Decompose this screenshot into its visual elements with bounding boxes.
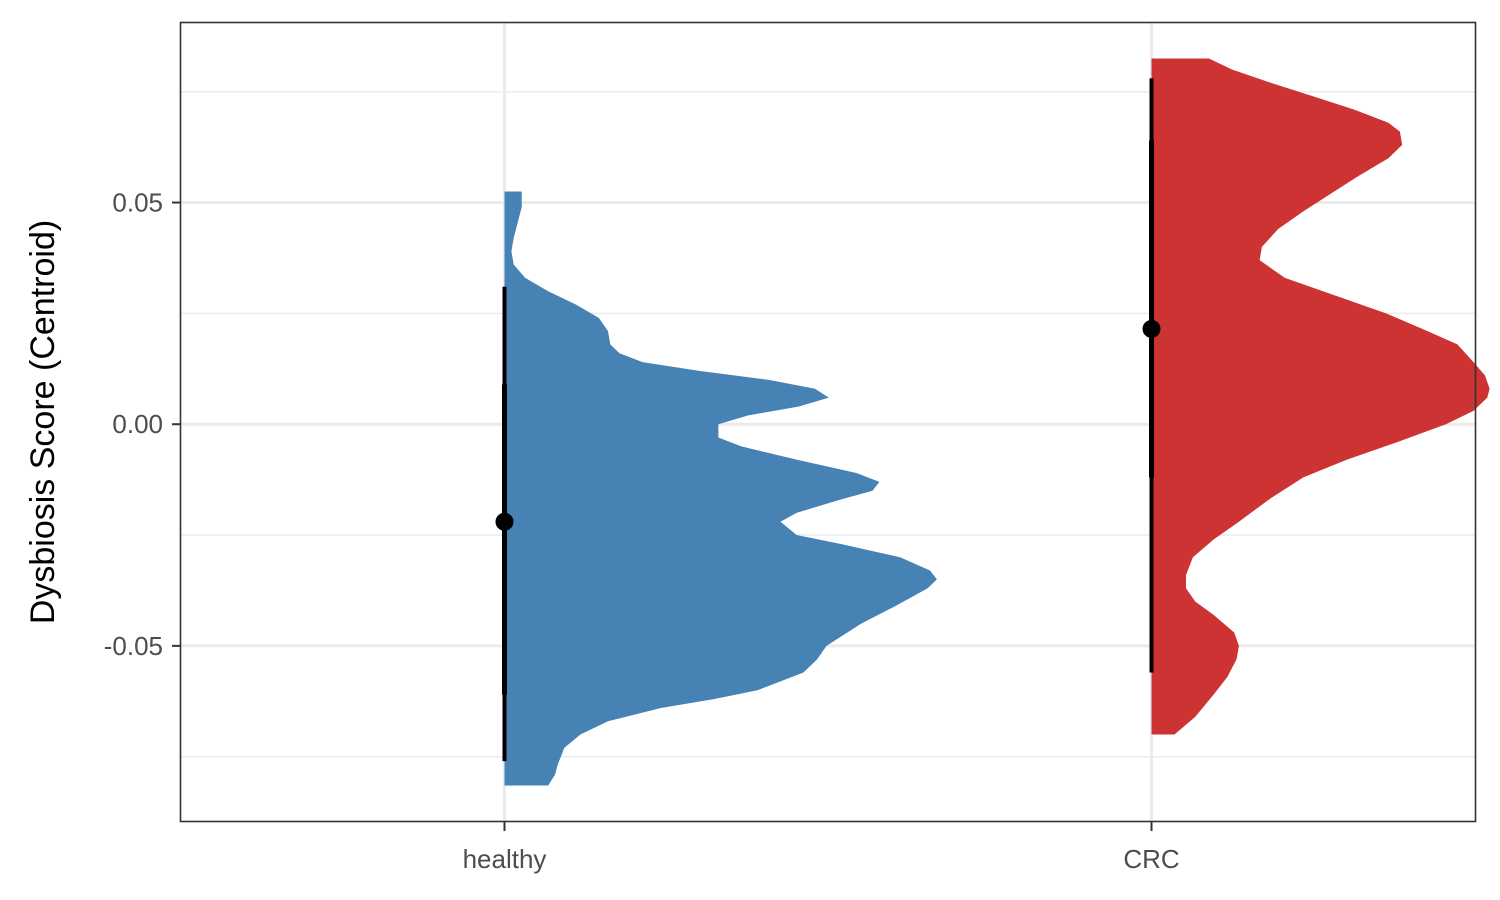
y-tick-label: 0.05 (112, 188, 163, 218)
y-tick-label: -0.05 (104, 631, 163, 661)
y-axis: -0.05 0.00 0.05 (104, 188, 181, 661)
violins (504, 58, 1490, 786)
intervals (495, 78, 1161, 762)
x-tick-label-healthy: healthy (463, 844, 547, 874)
y-axis-title: Dysbiosis Score (Centroid) (24, 220, 62, 624)
violin-healthy (504, 191, 937, 786)
y-tick-label: 0.00 (112, 409, 163, 439)
x-tick-label-crc: CRC (1123, 844, 1179, 874)
x-axis: healthy CRC (463, 821, 1180, 874)
violin-crc (1151, 58, 1490, 735)
median-point-healthy (495, 512, 514, 531)
panel-border (179, 21, 1477, 823)
median-point-crc (1142, 319, 1161, 338)
